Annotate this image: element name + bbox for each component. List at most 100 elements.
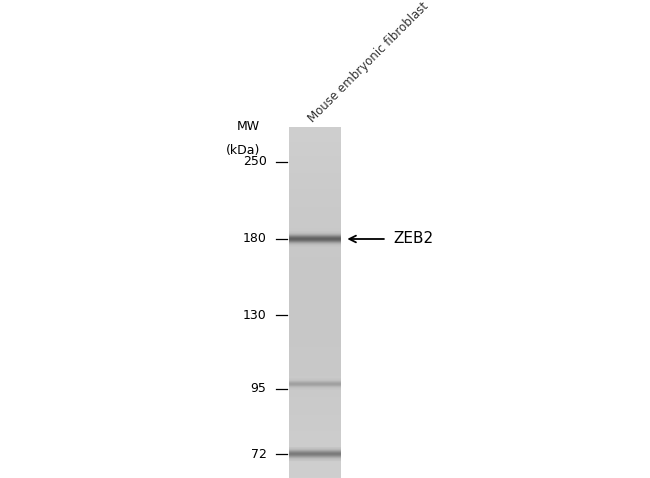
Bar bbox=[289, 242, 341, 243]
Bar bbox=[289, 418, 341, 419]
Bar bbox=[289, 348, 341, 349]
Bar bbox=[289, 438, 341, 439]
Bar bbox=[289, 397, 341, 398]
Bar bbox=[289, 404, 341, 405]
Bar bbox=[289, 213, 341, 214]
Bar bbox=[289, 251, 341, 253]
Bar bbox=[289, 223, 341, 225]
Bar bbox=[289, 413, 341, 414]
Bar bbox=[289, 230, 341, 231]
Bar bbox=[289, 287, 341, 288]
Bar bbox=[289, 275, 341, 276]
Bar bbox=[289, 470, 341, 471]
Bar bbox=[289, 294, 341, 295]
Bar bbox=[289, 473, 341, 475]
Bar bbox=[289, 339, 341, 341]
Bar bbox=[289, 143, 341, 145]
Bar bbox=[289, 276, 341, 277]
Bar bbox=[289, 409, 341, 410]
Bar bbox=[289, 471, 341, 472]
Bar bbox=[289, 376, 341, 377]
Bar bbox=[289, 309, 341, 310]
Bar bbox=[289, 443, 341, 444]
Bar bbox=[289, 167, 341, 168]
Bar bbox=[289, 360, 341, 362]
Bar bbox=[289, 370, 341, 371]
Bar bbox=[289, 200, 341, 201]
Bar bbox=[289, 266, 341, 267]
Bar bbox=[289, 210, 341, 212]
Bar bbox=[289, 446, 341, 447]
Bar bbox=[289, 134, 341, 135]
Bar bbox=[289, 388, 341, 389]
Bar bbox=[289, 159, 341, 160]
Bar bbox=[289, 243, 341, 244]
Bar bbox=[289, 288, 341, 289]
Bar bbox=[289, 206, 341, 207]
Bar bbox=[289, 416, 341, 417]
Bar bbox=[289, 185, 341, 186]
Bar bbox=[289, 458, 341, 459]
Bar bbox=[289, 464, 341, 465]
Bar bbox=[289, 347, 341, 348]
Bar bbox=[289, 359, 341, 360]
Bar bbox=[289, 435, 341, 436]
Bar bbox=[289, 193, 341, 194]
Bar bbox=[289, 341, 341, 342]
Bar bbox=[289, 315, 341, 316]
Bar bbox=[289, 386, 341, 388]
Bar bbox=[289, 311, 341, 313]
Bar bbox=[289, 135, 341, 137]
Bar bbox=[289, 314, 341, 315]
Bar bbox=[289, 336, 341, 337]
Bar bbox=[289, 264, 341, 266]
Bar bbox=[289, 256, 341, 257]
Bar bbox=[289, 268, 341, 269]
Bar bbox=[289, 249, 341, 250]
Bar bbox=[289, 440, 341, 442]
Bar bbox=[289, 422, 341, 423]
Bar bbox=[289, 436, 341, 437]
Bar bbox=[289, 221, 341, 222]
Bar bbox=[289, 272, 341, 274]
Bar bbox=[289, 434, 341, 435]
Bar bbox=[289, 456, 341, 457]
Bar bbox=[289, 212, 341, 213]
Bar bbox=[289, 216, 341, 217]
Bar bbox=[289, 250, 341, 251]
Bar bbox=[289, 247, 341, 248]
Bar bbox=[289, 132, 341, 133]
Bar bbox=[289, 257, 341, 259]
Bar bbox=[289, 296, 341, 297]
Bar bbox=[289, 439, 341, 440]
Bar bbox=[289, 367, 341, 368]
Bar bbox=[289, 186, 341, 187]
Bar bbox=[289, 301, 341, 302]
Bar bbox=[289, 375, 341, 376]
Bar bbox=[289, 424, 341, 425]
Bar bbox=[289, 179, 341, 180]
Bar bbox=[289, 139, 341, 140]
Bar bbox=[289, 152, 341, 153]
Bar bbox=[289, 423, 341, 424]
Bar bbox=[289, 248, 341, 249]
Bar bbox=[289, 338, 341, 339]
Bar bbox=[289, 355, 341, 356]
Text: Mouse embryonic fibroblast: Mouse embryonic fibroblast bbox=[306, 0, 431, 125]
Bar bbox=[289, 218, 341, 220]
Bar bbox=[289, 460, 341, 462]
Bar bbox=[289, 305, 341, 307]
Bar bbox=[289, 369, 341, 370]
Bar bbox=[289, 142, 341, 143]
Bar bbox=[289, 127, 341, 128]
Bar bbox=[289, 451, 341, 452]
Bar bbox=[289, 410, 341, 411]
Bar bbox=[289, 295, 341, 296]
Bar bbox=[289, 477, 341, 478]
Bar bbox=[289, 398, 341, 399]
Bar bbox=[289, 321, 341, 322]
Bar bbox=[289, 455, 341, 456]
Bar bbox=[289, 297, 341, 298]
Bar bbox=[289, 201, 341, 202]
Bar bbox=[289, 253, 341, 254]
